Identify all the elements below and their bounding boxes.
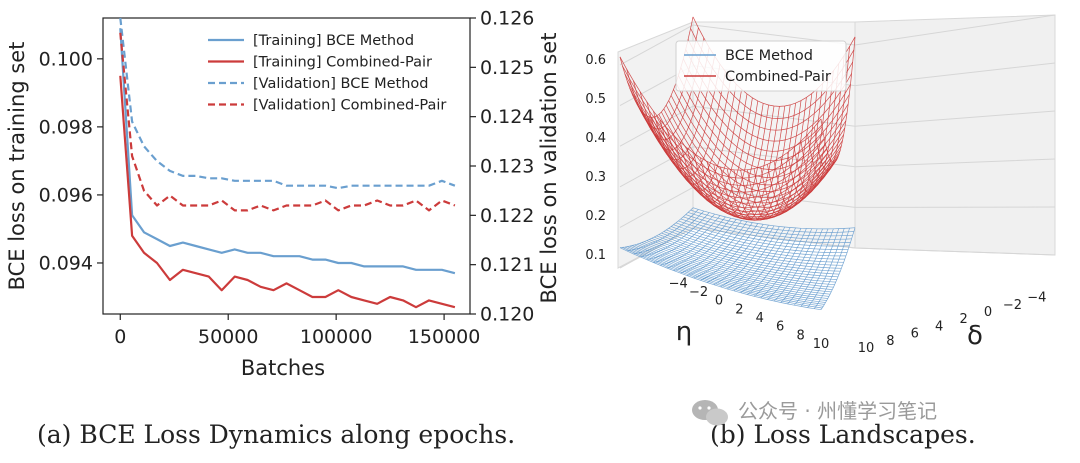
right-y-tick-label: 0.121 [480,254,534,276]
series-line-0 [119,28,456,275]
legend-label-0: BCE Method [725,48,813,64]
left-y-tick-label: 0.098 [39,116,93,138]
z-tick-label: 0.1 [585,248,606,263]
delta-tick-label: 0 [984,305,992,320]
delta-tick-label: 2 [959,312,967,327]
x-tick-label: 0 [114,326,126,348]
z-gridline [619,146,1056,188]
z-tick-label: 0.3 [585,170,606,185]
x-axis-ticks: 0 50000 100000 150000 [114,314,480,348]
right-y-axis-ticks: 0.120 0.121 0.122 0.123 0.124 0.125 0.126 [470,8,534,326]
right-y-axis-label: BCE loss on validation set [537,33,561,304]
mesh-line [800,63,840,187]
mesh-line [813,46,850,172]
delta-tick-label: 10 [858,341,875,356]
left-y-tick-label: 0.096 [39,184,93,206]
wechat-icon [692,400,728,426]
x-tick-label: 50000 [198,326,258,348]
mesh-line [793,70,834,194]
mesh-line [632,245,827,301]
mesh-line [622,65,823,179]
series-line-2 [119,17,456,190]
training-validation-loss-chart: 0 50000 100000 150000 0.0940.0960.0980.100 … [5,8,561,450]
eta-tick-label: 10 [813,337,830,352]
legend-label-1: Combined-Pair [725,69,831,85]
pane-gridlines [619,14,1056,269]
caption-b: (b) Loss Landscapes. [710,420,976,449]
mesh-line [814,227,850,309]
z-tick-label: 0.2 [585,209,606,224]
mesh-line [631,94,827,204]
mesh-line [629,87,826,199]
z-tick-label: 0.5 [585,92,606,107]
delta-axis-label: δ [967,321,983,351]
mesh-line [624,73,824,186]
z-gridline [619,186,1056,228]
mesh-line [807,55,845,180]
legend: BCE Method Combined-Pair [675,40,847,92]
mesh-line [800,228,840,307]
delta-tick-label: 6 [911,327,919,342]
eta-tick-label: −4 [669,276,688,291]
right-y-tick-label: 0.126 [480,8,534,30]
eta-tick-label: 6 [776,320,784,335]
caption-a: (a) BCE Loss Dynamics along epochs. [37,420,515,449]
eta-tick-label: 0 [715,294,723,309]
eta-tick-label: 8 [796,328,804,343]
delta-tick-label: −2 [1003,298,1022,313]
bce-method-surface [619,207,856,311]
x-tick-label: 100000 [300,326,373,348]
legend-label-0: [Training] BCE Method [253,33,414,49]
z-gridline [619,14,1056,66]
right-y-tick-label: 0.120 [480,304,534,326]
eta-tick-label: 2 [735,302,743,317]
series-line-1 [119,75,456,309]
eta-tick-label: 4 [756,311,764,326]
eta-tick-label: −2 [689,285,708,300]
delta-tick-label: −4 [1027,291,1046,306]
legend: [Training] BCE Method [Training] Combined… [208,33,446,114]
watermark: 公众号 · 州懂学习笔记 [692,399,937,426]
mesh-line [629,245,826,303]
mesh-line [622,247,823,309]
series-group [119,17,456,309]
right-y-tick-label: 0.124 [480,106,534,128]
left-y-axis-ticks: 0.094 0.096 0.098 0.100 [39,48,103,274]
legend-label-1: [Training] Combined-Pair [253,55,432,71]
mesh-line [624,246,824,307]
right-y-tick-label: 0.123 [480,156,534,178]
legend-box [675,40,847,92]
mesh-line [820,36,856,163]
mesh-line [619,247,822,311]
mesh-line [619,56,822,171]
mesh-line [820,227,856,310]
left-y-axis-label: BCE loss on training set [5,42,29,291]
x-tick-label: 150000 [408,326,481,348]
x-axis-label: Batches [241,356,325,380]
series-line-3 [119,32,456,212]
right-y-tick-label: 0.122 [480,205,534,227]
mesh-line [627,246,825,305]
right-y-tick-label: 0.125 [480,57,534,79]
left-y-tick-label: 0.094 [39,252,93,274]
mesh-line [793,228,834,306]
z-gridline [619,227,1056,269]
z-tick-label: 0.6 [585,53,606,68]
legend-label-3: [Validation] Combined-Pair [253,98,446,114]
z-tick-label: 0.4 [585,131,606,146]
eta-axis-label: η [676,317,692,347]
delta-tick-label: 8 [886,334,894,349]
z-axis-ticks: 0.1 0.2 0.3 0.4 0.5 0.6 [585,53,606,263]
mesh-line [807,228,845,308]
delta-axis-ticks: −4 −2 0 2 4 6 8 10 [858,291,1047,356]
legend-label-2: [Validation] BCE Method [253,76,429,92]
mesh-line [626,81,825,193]
back-right-pane [854,14,1056,256]
delta-tick-label: 4 [935,319,943,334]
watermark-text: 公众号 · 州懂学习笔记 [738,399,937,423]
left-y-tick-label: 0.100 [39,48,93,70]
